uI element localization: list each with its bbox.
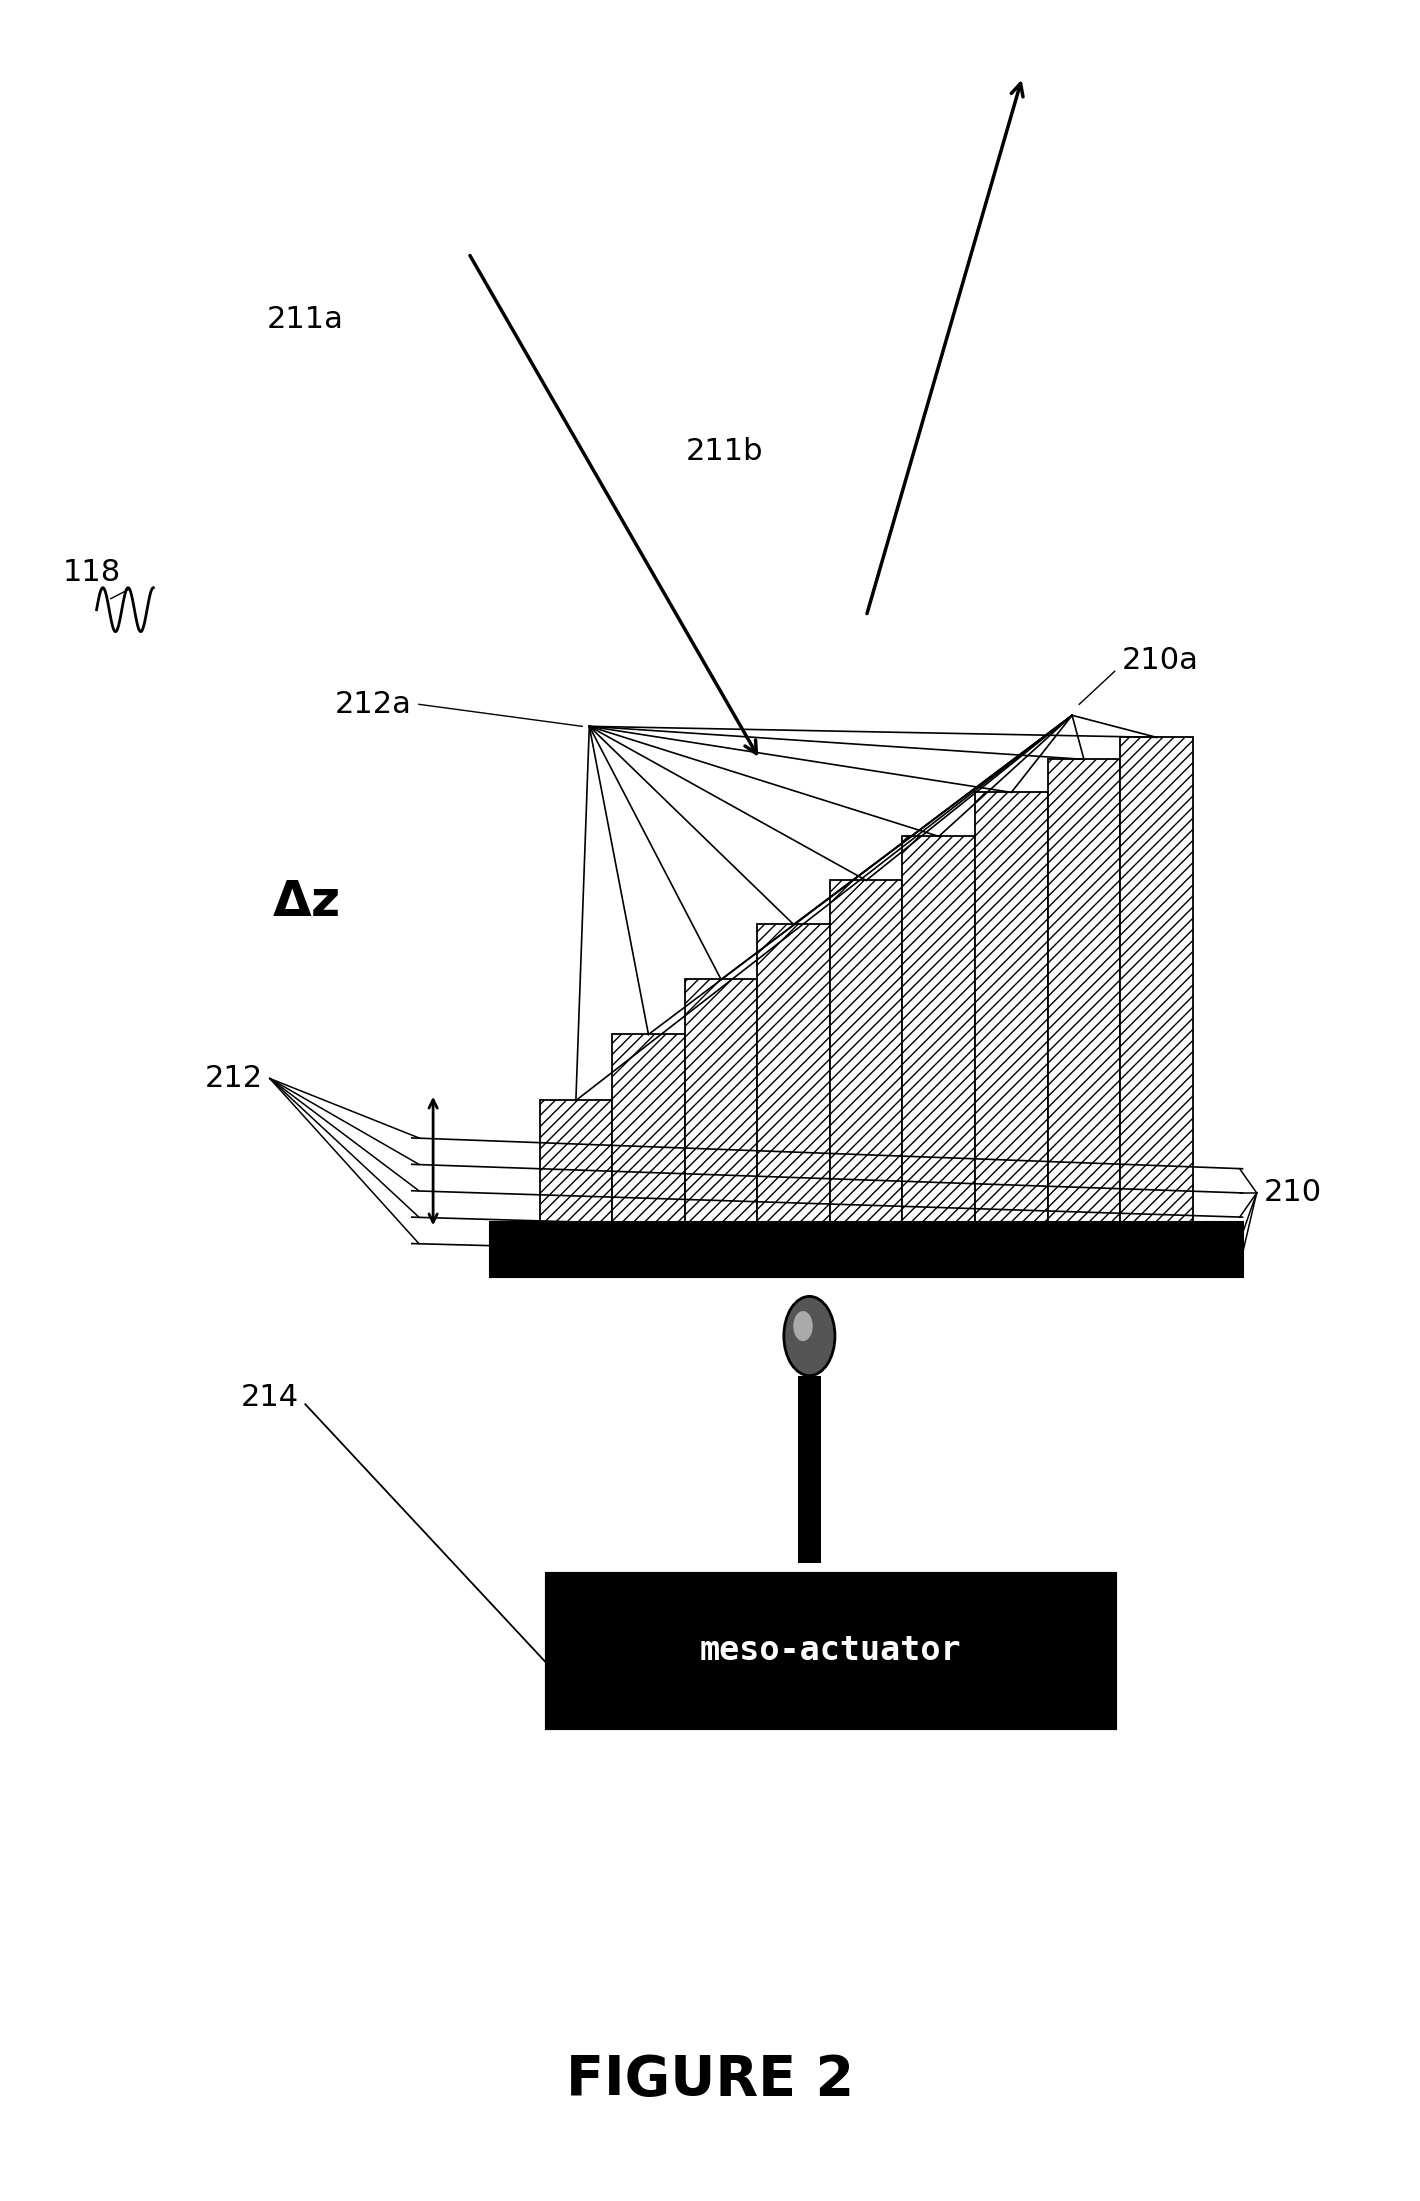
Bar xyxy=(1120,737,1193,1222)
Text: FIGURE 2: FIGURE 2 xyxy=(567,2054,853,2106)
Bar xyxy=(976,792,1048,1222)
Text: 210a: 210a xyxy=(1122,645,1198,676)
Bar xyxy=(547,1574,1115,1728)
Bar xyxy=(903,836,976,1222)
Text: $\mathbf{\Delta z}$: $\mathbf{\Delta z}$ xyxy=(271,878,339,927)
Text: 211a: 211a xyxy=(267,304,344,335)
Text: 212: 212 xyxy=(204,1063,263,1094)
Circle shape xyxy=(784,1296,835,1376)
Bar xyxy=(798,1376,821,1563)
Bar xyxy=(612,1034,684,1222)
Bar xyxy=(684,979,757,1222)
Circle shape xyxy=(794,1312,812,1340)
Bar xyxy=(757,924,829,1222)
Text: 211b: 211b xyxy=(686,436,763,467)
Text: 214: 214 xyxy=(241,1382,298,1413)
Text: 210: 210 xyxy=(1264,1178,1322,1208)
Text: meso-actuator: meso-actuator xyxy=(700,1635,961,1666)
Bar xyxy=(490,1222,1242,1277)
Text: 212a: 212a xyxy=(335,689,412,720)
Text: 118: 118 xyxy=(62,557,122,588)
Bar xyxy=(829,880,903,1222)
Bar xyxy=(1048,759,1120,1222)
Bar xyxy=(540,1100,612,1222)
